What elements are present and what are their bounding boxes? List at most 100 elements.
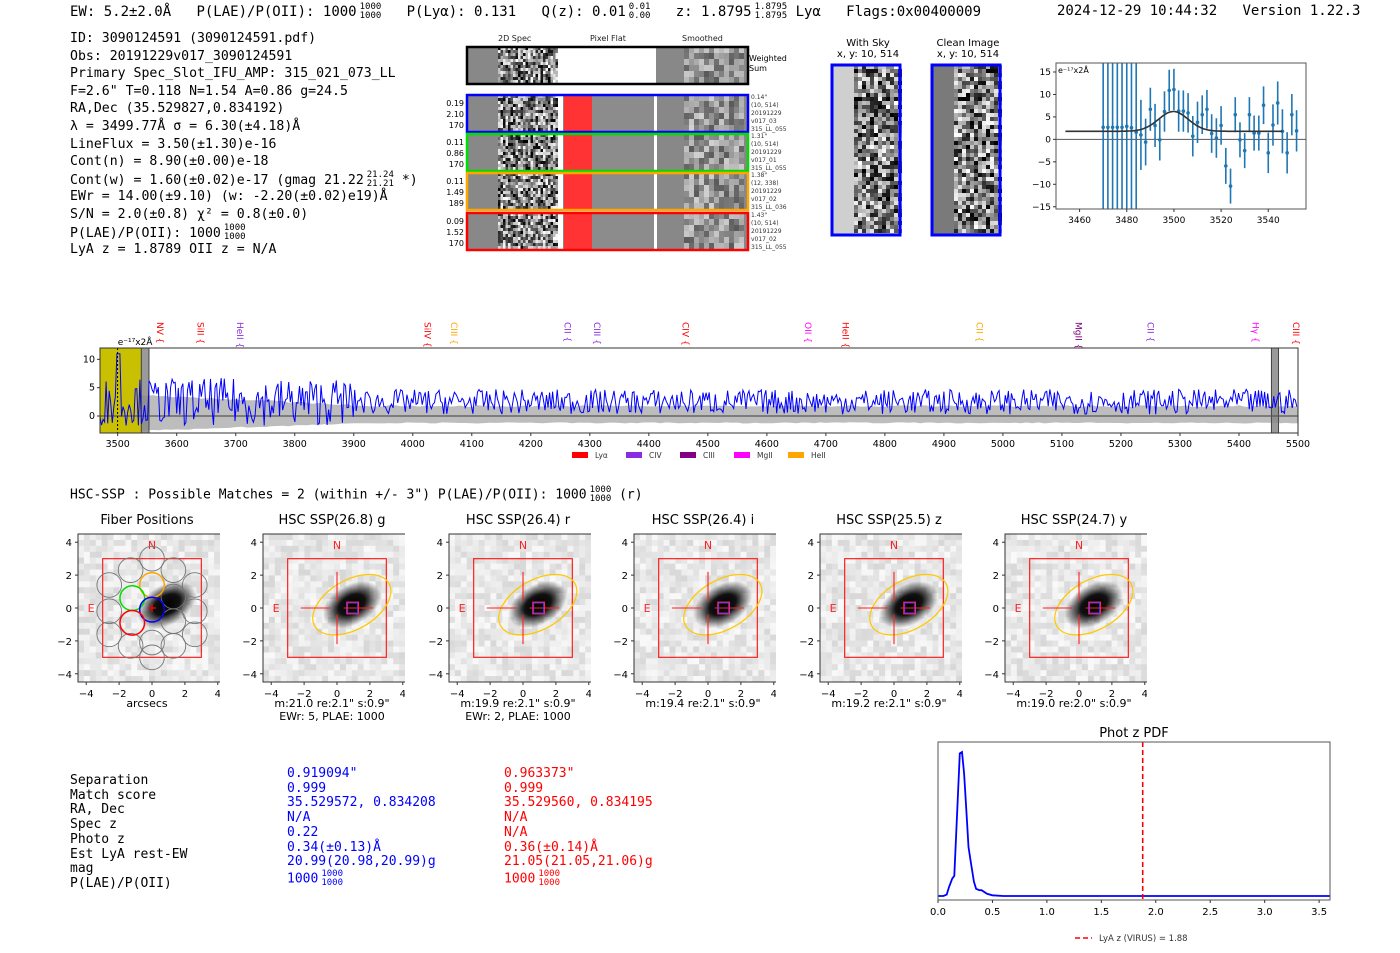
sky-pixel [514,670,521,677]
sky-pixel [137,569,144,576]
image-pixel [870,153,874,157]
sky-pixel [154,670,162,677]
legend-label: CIV [649,451,662,460]
fiber-strip [465,132,750,173]
sky-pixel [101,581,108,588]
sky-pixel [531,551,539,558]
image-pixel [970,205,974,209]
image-pixel [966,125,970,129]
sky-pixel [286,539,293,547]
search-box [287,558,387,658]
sky-pixel [561,634,568,641]
noise-pixel [525,107,528,110]
sky-pixel [149,539,156,547]
noise-pixel [525,77,528,80]
sky-pixel [149,557,156,564]
noise-pixel [525,113,528,116]
noise-pixel [518,191,521,194]
sky-pixel [399,557,405,564]
cont-w-tail: *) [401,172,418,188]
sky-pixel [322,664,329,671]
smoothed-pixel [734,47,739,53]
sky-pixel [363,551,370,558]
noise-pixel [500,237,503,240]
line-label: CII { [973,322,983,342]
sky-pixel [484,575,491,582]
sky-pixel [322,551,329,558]
noise-pixel [518,240,521,243]
smoothed-pixel [694,71,699,77]
noise-pixel [503,179,506,182]
sky-pixel [454,569,462,576]
line-label: NV { [154,322,164,343]
smoothed-pixel [729,140,734,146]
noise-pixel [505,56,508,59]
image-pixel [958,81,962,85]
noise-pixel [508,203,511,206]
image-pixel [894,101,898,105]
fiber-value: 0.86 [446,149,464,158]
noise-pixel [510,122,513,125]
noise-pixel [533,101,536,104]
noise-pixel [498,80,501,83]
image-pixel [854,97,858,101]
smoothed-pixel [704,65,709,71]
sky-pixel [561,539,568,547]
image-pixel [854,129,858,133]
noise-pixel [515,95,518,98]
image-pixel [862,157,866,161]
sky-pixel [137,622,144,630]
image-pixel [954,141,958,145]
sky-pixel [89,658,97,665]
noise-pixel [510,119,513,122]
smoothed-pixel [709,185,714,191]
sky-pixel [89,587,97,594]
image-pixel [878,197,882,201]
noise-pixel [553,47,556,50]
image-pixel [866,149,870,153]
image-pixel [994,173,998,177]
image-pixel [954,81,958,85]
noise-pixel [555,216,558,219]
sky-pixel [322,599,329,606]
smoothed-pixel [729,191,734,197]
smoothed-pixel [739,237,744,243]
sky-pixel [454,534,462,541]
noise-pixel [523,158,526,161]
image-pixel [994,73,998,77]
noise-pixel [515,134,518,137]
sky-pixel [202,640,209,647]
sky-pixel [478,664,485,671]
noise-pixel [545,134,548,137]
noise-pixel [515,77,518,80]
sky-pixel [387,545,394,553]
image-pixel [862,113,866,117]
smoothed-pixel [734,71,739,77]
sky-pixel [508,593,515,600]
sky-pixel [286,534,293,541]
image-pixel [862,177,866,181]
sky-pixel [78,664,85,671]
noise-pixel [520,116,523,119]
noise-pixel [513,71,516,74]
sky-pixel [310,670,317,677]
noise-pixel [513,122,516,125]
noise-pixel [500,161,503,164]
sky-pixel [178,628,185,635]
image-pixel [890,153,894,157]
noise-pixel [515,101,518,104]
noise-pixel [503,143,506,146]
sky-pixel [484,539,491,547]
image-pixel [858,185,862,189]
noise-pixel [540,161,543,164]
noise-pixel [500,116,503,119]
sky-pixel [89,634,97,641]
image-pixel [878,133,882,137]
sky-pixel [83,670,91,677]
smoothed-pixel [704,219,709,225]
image-pixel [890,117,894,121]
noise-pixel [518,98,521,101]
sky-pixel [119,551,126,558]
noise-pixel [545,164,548,167]
noise-pixel [538,185,541,188]
